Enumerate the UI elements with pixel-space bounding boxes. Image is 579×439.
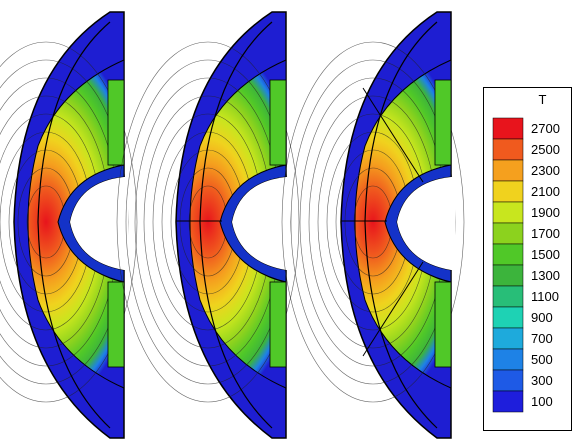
edge-strip-bottom [107, 281, 125, 368]
edge-strip-bottom [269, 281, 287, 368]
contour-panel-2 [116, 11, 300, 439]
legend-label: 2700 [531, 121, 560, 136]
legend-label: 2500 [531, 142, 560, 157]
legend-swatch [492, 348, 524, 371]
legend-label: 1100 [531, 289, 559, 304]
cutout [232, 177, 290, 270]
edge-strip-top [269, 79, 287, 166]
legend-label: 1300 [531, 268, 560, 283]
cutout [397, 177, 455, 270]
edge-strip-top [434, 79, 452, 166]
contour-panel-1 [0, 11, 138, 439]
legend-swatch [492, 222, 524, 245]
edge-strip-bottom [434, 281, 452, 368]
legend-swatch [492, 306, 524, 329]
legend-label: 1700 [531, 226, 560, 241]
partition-line [362, 261, 424, 357]
legend-swatch [492, 201, 524, 224]
legend-label: 1900 [531, 205, 560, 220]
legend-label: 2300 [531, 163, 560, 178]
legend-swatches [492, 117, 524, 413]
legend-label: 1500 [531, 247, 560, 262]
legend-label: 500 [531, 352, 553, 367]
contour-panel-3 [281, 11, 465, 439]
legend-swatch [492, 117, 524, 140]
layer-boundary [199, 21, 273, 429]
layer-boundary [37, 21, 111, 429]
cutout [70, 177, 128, 270]
legend-swatch [492, 180, 524, 203]
contour-line [0, 41, 138, 403]
legend-title: T [538, 92, 547, 107]
legend-label: 2100 [531, 184, 560, 199]
color-legend: T 2700 2500 2300 2100 1900 1700 1500 1300 1100 90… [483, 87, 572, 431]
partition-line [362, 87, 424, 183]
legend-swatch [492, 390, 524, 413]
layer-boundary [364, 21, 438, 429]
contour-line [116, 41, 300, 403]
legend-label: 900 [531, 310, 553, 325]
legend-label: 700 [531, 331, 553, 346]
legend-swatch [492, 138, 524, 161]
legend-swatch [492, 159, 524, 182]
legend-swatch [492, 285, 524, 308]
legend-swatch [492, 264, 524, 287]
legend-label: 300 [531, 373, 553, 388]
legend-swatch [492, 369, 524, 392]
legend-label: 100 [531, 394, 553, 409]
contour-line [281, 41, 465, 403]
legend-swatch [492, 327, 524, 350]
edge-strip-top [107, 79, 125, 166]
legend-swatch [492, 243, 524, 266]
